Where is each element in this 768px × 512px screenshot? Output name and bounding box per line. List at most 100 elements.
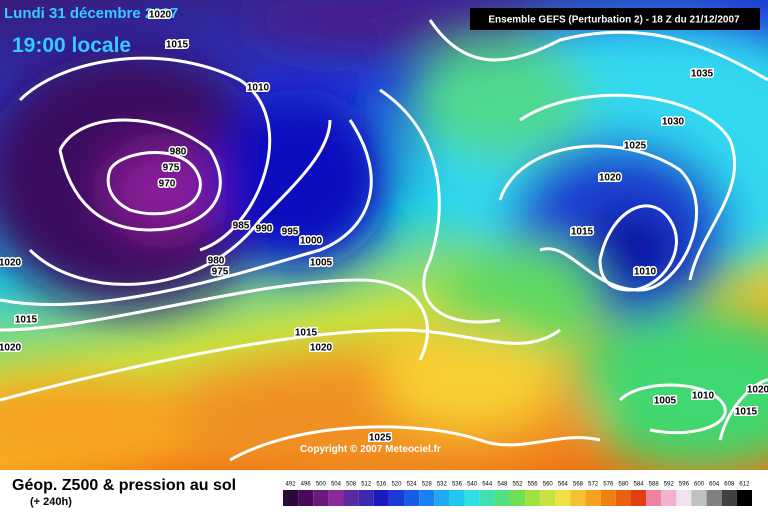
scale-swatch: [419, 490, 435, 506]
scale-swatch: [328, 490, 344, 506]
isobar-label: 1030: [662, 117, 685, 128]
scale-swatch: [615, 490, 631, 506]
scale-label: 580: [618, 482, 629, 488]
isobar-label: 1035: [691, 69, 714, 80]
scale-label: 536: [452, 482, 463, 488]
scale-swatch: [646, 490, 662, 506]
scale-label: 516: [376, 482, 387, 488]
scale-swatch: [509, 490, 526, 506]
isobar-label: 1025: [369, 433, 392, 444]
scale-label: 524: [407, 482, 418, 488]
date: Lundi 31 décembre 2007: [4, 5, 178, 22]
scale-swatch: [555, 490, 571, 506]
footer-title: Géop. Z500 & pression au sol: [12, 477, 236, 494]
scale-swatch: [434, 490, 450, 506]
scale-swatch: [525, 490, 541, 506]
scale-swatch: [283, 490, 299, 506]
scale-swatch: [570, 490, 586, 506]
isobar-label: 1000: [300, 236, 323, 247]
scale-swatch: [404, 490, 420, 506]
scale-swatch: [373, 490, 389, 506]
isobar-label: 1015: [166, 40, 189, 51]
isobar-label: 970: [159, 179, 176, 190]
scale-swatch: [585, 490, 601, 506]
isobar-label: 1020: [310, 343, 333, 354]
scale-swatch: [676, 490, 692, 506]
isobar-label: 990: [256, 224, 273, 235]
scale-swatch: [494, 490, 510, 506]
isobar-label: 985: [233, 221, 250, 232]
scale-swatch: [449, 490, 465, 506]
scale-label: 608: [724, 482, 735, 488]
isobar-label: 1025: [624, 141, 647, 152]
scale-swatch: [691, 490, 707, 506]
scale-label: 500: [316, 482, 327, 488]
run-box: [470, 8, 760, 30]
scale-swatch: [721, 490, 737, 506]
isobar-label: 1020: [149, 10, 172, 21]
field: [0, 0, 768, 470]
isobar-label: 995: [282, 227, 299, 238]
scale-label: 600: [694, 482, 705, 488]
scale-label: 592: [664, 482, 675, 488]
isobar-label: 1020: [0, 343, 22, 354]
scale-label: 496: [301, 482, 312, 488]
scale-label: 588: [649, 482, 660, 488]
color-scale: 492 496 500 504 508 512 516 520 524 528 532 536 540 5…: [283, 482, 752, 506]
scale-label: 568: [573, 482, 584, 488]
isobar-label: 1015: [735, 407, 758, 418]
footer-lead: (+ 240h): [30, 496, 72, 508]
scale-swatch: [479, 490, 495, 506]
scale-label: 560: [543, 482, 554, 488]
scale-swatch: [464, 490, 480, 506]
isobar-label: 980: [208, 256, 225, 267]
scale-label: 556: [528, 482, 539, 488]
isobar-label: 980: [170, 147, 187, 158]
scale-label: 492: [286, 482, 297, 488]
scale-label: 532: [437, 482, 448, 488]
scale-label: 612: [739, 482, 750, 488]
scale-label: 552: [512, 482, 523, 488]
copyright: Copyright © 2007 Meteociel.fr: [300, 444, 441, 455]
isobar-label: 1010: [634, 267, 657, 278]
scale-label: 512: [361, 482, 372, 488]
scale-swatch: [358, 490, 374, 506]
isobar-label: 1020: [0, 258, 22, 269]
time: 19:00 locale: [12, 34, 131, 57]
isobar-label: 1015: [571, 227, 594, 238]
scale-label: 548: [497, 482, 508, 488]
scale-swatch: [540, 490, 556, 506]
scale-swatch: [661, 490, 677, 506]
scale-label: 564: [558, 482, 569, 488]
scale-label: 544: [482, 482, 493, 488]
isobar-label: 1010: [692, 391, 715, 402]
isobar-label: 1010: [247, 83, 270, 94]
scale-label: 528: [422, 482, 433, 488]
scale-label: 584: [634, 482, 645, 488]
scale-swatch: [630, 490, 647, 506]
scale-label: 504: [331, 482, 342, 488]
scale-swatch: [736, 490, 752, 506]
scale-label: 520: [391, 482, 402, 488]
scale-swatch: [388, 490, 405, 506]
scale-swatch: [706, 490, 722, 506]
scale-label: 540: [467, 482, 478, 488]
isobar-label: 975: [212, 267, 229, 278]
scale-swatch: [600, 490, 616, 506]
run-info: Ensemble GEFS (Perturbation 2) - 18 Z du…: [488, 15, 740, 26]
scale-swatch: [298, 490, 314, 506]
scale-label: 508: [346, 482, 357, 488]
isobar-label: 1015: [295, 328, 318, 339]
scale-label: 604: [709, 482, 720, 488]
scale-label: 576: [603, 482, 614, 488]
isobar-label: 1015: [15, 315, 38, 326]
scale-label: 572: [588, 482, 599, 488]
scale-swatch: [313, 490, 329, 506]
scale-swatch: [343, 490, 359, 506]
scale-label: 596: [679, 482, 690, 488]
isobar-label: 1005: [310, 258, 333, 269]
isobar-label: 1020: [599, 173, 622, 184]
isobar-label: 1005: [654, 396, 677, 407]
